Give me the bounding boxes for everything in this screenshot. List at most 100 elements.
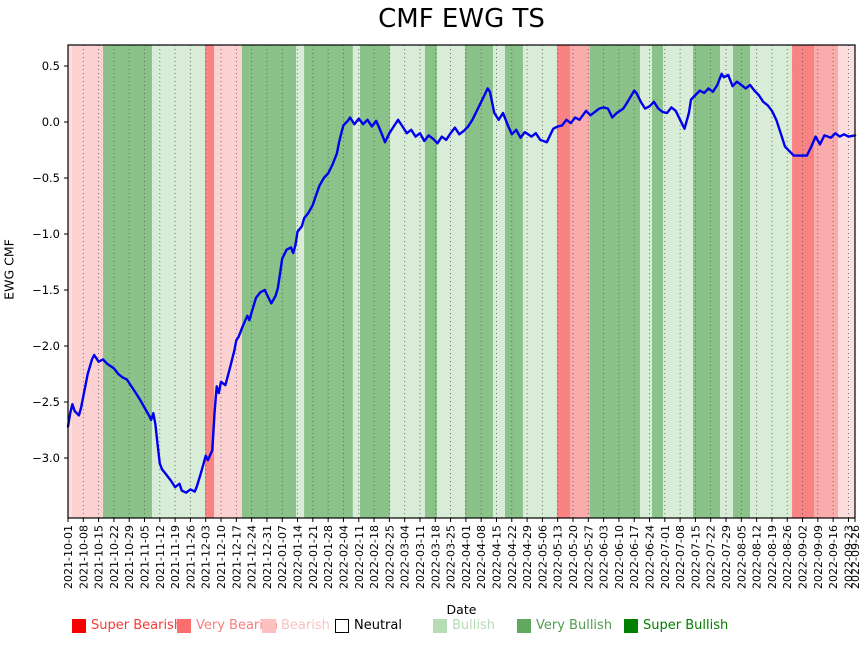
sentiment-band-green-pale bbox=[352, 45, 360, 518]
sentiment-band-green-pale bbox=[662, 45, 694, 518]
x-tick-label: 2021-10-15 bbox=[93, 525, 106, 589]
sentiment-band-red-salmon bbox=[556, 45, 571, 518]
y-tick-label: 0.0 bbox=[42, 115, 60, 129]
sentiment-band-green-pale bbox=[437, 45, 465, 518]
x-tick-label: 2022-09-02 bbox=[797, 525, 810, 589]
x-tick-label: 2022-02-04 bbox=[337, 525, 350, 589]
x-tick-label: 2022-06-10 bbox=[613, 525, 626, 589]
legend-item-bearish: Bearish bbox=[262, 618, 330, 633]
x-tick-label: 2022-04-15 bbox=[490, 525, 503, 589]
x-tick-label: 2022-07-15 bbox=[689, 525, 702, 589]
sentiment-band-green-med bbox=[590, 45, 640, 518]
x-tick-label: 2022-04-08 bbox=[475, 525, 488, 589]
sentiment-band-green-pale bbox=[639, 45, 653, 518]
legend-swatch-icon bbox=[262, 618, 276, 633]
x-tick-label: 2022-06-24 bbox=[644, 525, 657, 589]
sentiment-band-red-salmon bbox=[205, 45, 214, 518]
sentiment-band-pink-pale bbox=[68, 45, 72, 518]
x-tick-label: 2021-12-10 bbox=[215, 525, 228, 589]
x-tick-label: 2022-08-26 bbox=[781, 525, 794, 589]
x-tick-label: 2022-06-03 bbox=[598, 525, 611, 589]
legend-label: Super Bearish bbox=[91, 618, 183, 633]
x-tick-label: 2022-04-22 bbox=[506, 525, 519, 589]
y-tick-label: −3.0 bbox=[32, 451, 60, 465]
sentiment-band-green-pale bbox=[151, 45, 206, 518]
sentiment-band-green-med bbox=[424, 45, 438, 518]
x-tick-label: 2022-07-22 bbox=[705, 525, 718, 589]
x-tick-label: 2022-01-21 bbox=[307, 525, 320, 589]
x-tick-label: 2021-10-08 bbox=[77, 525, 90, 589]
x-tick-label: 2022-03-04 bbox=[399, 525, 412, 589]
sentiment-band-green-med bbox=[359, 45, 390, 518]
sentiment-band-green-med bbox=[505, 45, 523, 518]
x-tick-label: 2022-09-09 bbox=[812, 525, 825, 589]
x-tick-label: 2022-06-17 bbox=[628, 525, 641, 589]
x-tick-label: 2022-08-05 bbox=[735, 525, 748, 589]
x-tick-label: 2021-11-26 bbox=[184, 525, 197, 589]
x-tick-label: 2022-09-16 bbox=[827, 525, 840, 589]
x-tick-label: 2022-07-01 bbox=[659, 525, 672, 589]
x-tick-label: 2022-08-19 bbox=[766, 525, 779, 589]
x-tick-label: 2022-05-06 bbox=[536, 525, 549, 589]
x-tick-label: 2022-03-18 bbox=[429, 525, 442, 589]
x-tick-label: 2022-07-29 bbox=[720, 525, 733, 589]
y-tick-label: −1.0 bbox=[32, 227, 60, 241]
x-tick-label: 2021-10-22 bbox=[108, 525, 121, 589]
legend-swatch-icon bbox=[335, 618, 349, 633]
y-tick-label: −2.0 bbox=[32, 339, 60, 353]
y-tick-label: −1.5 bbox=[32, 283, 60, 297]
legend-label: Super Bullish bbox=[643, 618, 729, 633]
x-tick-label: 2022-09-26 bbox=[849, 525, 862, 589]
legend-label: Bullish bbox=[452, 618, 496, 633]
x-tick-label: 2021-11-19 bbox=[169, 525, 182, 589]
x-tick-label: 2021-12-24 bbox=[246, 525, 259, 589]
sentiment-band-green-med bbox=[464, 45, 493, 518]
x-tick-label: 2022-03-11 bbox=[414, 525, 427, 589]
x-axis-label: Date bbox=[446, 602, 477, 617]
x-tick-label: 2022-01-14 bbox=[292, 525, 305, 589]
x-tick-label: 2022-01-07 bbox=[276, 525, 289, 589]
sentiment-band-pink-pale bbox=[838, 45, 855, 518]
legend-label: Neutral bbox=[354, 618, 402, 633]
legend-swatch-icon bbox=[624, 618, 638, 633]
y-tick-label: −0.5 bbox=[32, 171, 60, 185]
x-tick-label: 2022-04-29 bbox=[521, 525, 534, 589]
x-tick-label: 2022-05-20 bbox=[567, 525, 580, 589]
legend-swatch-icon bbox=[177, 618, 191, 633]
sentiment-band-green-med bbox=[242, 45, 297, 518]
legend: Super Bearish Very Bearish Bearish Neutral B… bbox=[0, 618, 867, 640]
sentiment-band-green-pale bbox=[720, 45, 734, 518]
plot-border bbox=[67, 44, 856, 519]
x-tick-label: 2022-02-25 bbox=[383, 525, 396, 589]
legend-label: Very Bearish bbox=[196, 618, 278, 633]
sentiment-band-green-pale bbox=[296, 45, 305, 518]
x-tick-label: 2022-07-08 bbox=[674, 525, 687, 589]
legend-swatch-icon bbox=[433, 618, 447, 633]
legend-label: Very Bullish bbox=[536, 618, 613, 633]
legend-item-super-bullish: Super Bullish bbox=[624, 618, 728, 633]
chart-title: CMF EWG TS bbox=[378, 4, 545, 34]
sentiment-band-green-med bbox=[693, 45, 721, 518]
legend-label: Bearish bbox=[281, 618, 330, 633]
sentiment-band-pink-light bbox=[213, 45, 243, 518]
legend-item-super-bearish: Super Bearish bbox=[72, 618, 182, 633]
legend-item-neutral: Neutral bbox=[335, 618, 402, 633]
x-tick-label: 2022-01-28 bbox=[322, 525, 335, 589]
sentiment-band-pink-light bbox=[71, 45, 104, 518]
x-tick-label: 2022-08-12 bbox=[751, 525, 764, 589]
x-tick-label: 2022-04-01 bbox=[460, 525, 473, 589]
sentiment-band-green-med bbox=[103, 45, 152, 518]
x-tick-label: 2022-05-27 bbox=[582, 525, 595, 589]
x-tick-label: 2022-05-13 bbox=[552, 525, 565, 589]
y-tick-label: −2.5 bbox=[32, 395, 60, 409]
legend-swatch-icon bbox=[72, 618, 86, 633]
cmf-line bbox=[66, 72, 857, 494]
legend-item-very-bearish: Very Bearish bbox=[177, 618, 278, 633]
x-tick-label: 2022-02-18 bbox=[368, 525, 381, 589]
sentiment-band-green-pale bbox=[522, 45, 557, 518]
legend-item-bullish: Bullish bbox=[433, 618, 495, 633]
sentiment-band-red-salmon bbox=[792, 45, 814, 518]
x-tick-label: 2022-03-25 bbox=[445, 525, 458, 589]
